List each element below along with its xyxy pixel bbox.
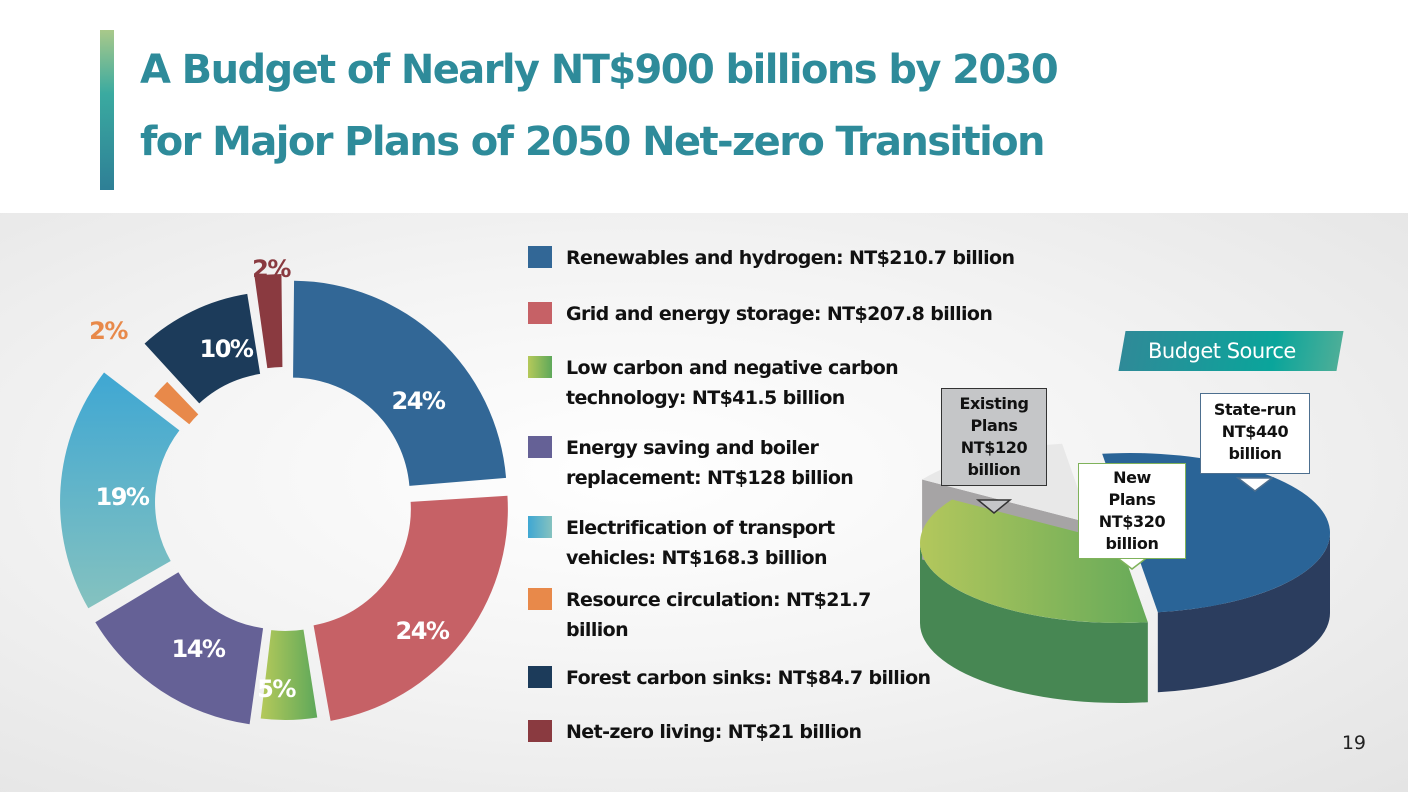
legend-label: Grid and energy storage: NT$207.8 billio…: [566, 303, 993, 325]
legend-swatch: [528, 516, 552, 538]
legend-label: Energy saving and boiler replacement: NT…: [566, 437, 854, 489]
donut-slice-net-zero-living: [254, 274, 283, 369]
legend-swatch: [528, 436, 552, 458]
donut-legend: Renewables and hydrogen: NT$210.7 billio…: [528, 213, 1015, 792]
donut-label-resource-circulation: 2%: [89, 317, 128, 345]
donut-slice-forest-carbon-sinks: [144, 293, 261, 404]
legend-label: Net-zero living: NT$21 billion: [566, 721, 862, 743]
page-number: 19: [1341, 732, 1366, 754]
legend-label: Forest carbon sinks: NT$84.7 billion: [566, 667, 931, 689]
donut-label-renewables-and-hydrogen: 24%: [392, 387, 446, 415]
legend-swatch: [528, 588, 552, 610]
title-line-1: A Budget of Nearly NT$900 billions by 20…: [140, 47, 1059, 93]
donut-slice-low-carbon-and-negative-carbon-technology: [260, 629, 318, 720]
legend-item-energy-saving-and-boiler-replacement: Energy saving and boiler replacement: NT…: [528, 433, 854, 493]
budget-donut-chart: 24% 24% 5% 14% 19% 2% 10% 2%: [60, 255, 508, 725]
legend-item-forest-carbon-sinks: Forest carbon sinks: NT$84.7 billion: [528, 663, 931, 693]
pie3d-side-new-plans: [920, 543, 1148, 703]
callout-pointer-existing: [975, 499, 1013, 514]
legend-item-net-zero-living: Net-zero living: NT$21 billion: [528, 717, 862, 747]
donut-label-net-zero-living: 2%: [252, 255, 291, 283]
legend-swatch: [528, 666, 552, 688]
legend-label: Renewables and hydrogen: NT$210.7 billio…: [566, 247, 1015, 269]
donut-slice-resource-circulation: [154, 381, 199, 425]
legend-swatch: [528, 302, 552, 324]
donut-label-electrification-of-transport-vehicles: 19%: [96, 483, 150, 511]
legend-item-low-carbon-and-negative-carbon-technology: Low carbon and negative carbon technolog…: [528, 353, 899, 413]
callout-existing-plans: Existing Plans NT$120 billion: [941, 388, 1047, 486]
legend-swatch: [528, 720, 552, 742]
title-line-2: for Major Plans of 2050 Net-zero Transit…: [140, 119, 1046, 165]
donut-slice-grid-and-energy-storage: [313, 495, 508, 721]
callout-state-run: State-run NT$440 billion: [1200, 393, 1310, 474]
legend-swatch: [528, 246, 552, 268]
donut-label-energy-saving-and-boiler-replacement: 14%: [172, 635, 226, 663]
donut-label-grid-and-energy-storage: 24%: [396, 617, 450, 645]
budget-source-title: Budget Source: [1148, 339, 1296, 363]
title-accent-bar: [100, 30, 114, 190]
donut-slice-renewables-and-hydrogen: [293, 280, 507, 486]
donut-slice-energy-saving-and-boiler-replacement: [95, 572, 264, 725]
callout-pointer-state: [1235, 477, 1275, 492]
donut-label-forest-carbon-sinks: 10%: [200, 335, 254, 363]
legend-swatch: [528, 356, 552, 378]
callout-new-plans: New Plans NT$320 billion: [1078, 463, 1186, 559]
legend-label: Low carbon and negative carbon technolog…: [566, 357, 899, 409]
donut-label-low-carbon-and-negative-carbon-technology: 5%: [257, 675, 296, 703]
legend-label: Resource circulation: NT$21.7 billion: [566, 589, 871, 641]
legend-label: Electrification of transport vehicles: N…: [566, 517, 835, 569]
legend-item-grid-and-energy-storage: Grid and energy storage: NT$207.8 billio…: [528, 299, 993, 329]
donut-slice-electrification-of-transport-vehicles: [60, 372, 180, 609]
legend-item-electrification-of-transport-vehicles: Electrification of transport vehicles: N…: [528, 513, 835, 573]
page-title: A Budget of Nearly NT$900 billions by 20…: [140, 34, 1390, 178]
legend-item-renewables-and-hydrogen: Renewables and hydrogen: NT$210.7 billio…: [528, 243, 1015, 273]
legend-item-resource-circulation: Resource circulation: NT$21.7 billion: [528, 585, 871, 645]
content-area: 24% 24% 5% 14% 19% 2% 10% 2% Renewables and hyd…: [0, 213, 1408, 792]
pie3d-cut-face: [922, 479, 1090, 603]
